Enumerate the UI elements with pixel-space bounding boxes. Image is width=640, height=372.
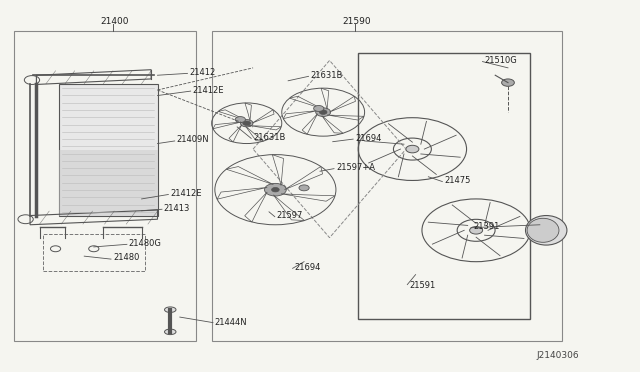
Circle shape	[470, 227, 483, 234]
Bar	[14, 31, 196, 341]
Ellipse shape	[527, 218, 559, 242]
Ellipse shape	[525, 215, 567, 245]
Text: 21412: 21412	[189, 68, 216, 77]
Bar	[59, 84, 157, 215]
Text: 21444N: 21444N	[215, 318, 248, 327]
Bar	[212, 31, 562, 341]
Text: 21412E: 21412E	[193, 86, 224, 94]
Text: 21475: 21475	[444, 176, 470, 185]
Text: 21480G: 21480G	[129, 239, 162, 248]
Ellipse shape	[164, 307, 176, 312]
Text: 21694: 21694	[294, 263, 321, 272]
Text: 21631B: 21631B	[253, 133, 285, 142]
Text: 21510G: 21510G	[484, 56, 517, 65]
Bar	[59, 150, 157, 215]
Circle shape	[264, 183, 286, 196]
Text: 21391: 21391	[473, 222, 499, 231]
Circle shape	[299, 185, 309, 191]
Text: J2140306: J2140306	[537, 351, 579, 360]
Ellipse shape	[164, 329, 176, 334]
Circle shape	[241, 119, 253, 127]
Circle shape	[316, 108, 331, 116]
Text: 21591: 21591	[409, 281, 435, 290]
Circle shape	[243, 121, 250, 125]
Text: 21413: 21413	[164, 203, 190, 213]
Bar	[358, 53, 531, 319]
Text: 21409N: 21409N	[177, 135, 209, 144]
Text: 21631B: 21631B	[310, 71, 343, 80]
Text: 21400: 21400	[100, 17, 129, 26]
Text: 21597: 21597	[276, 211, 303, 220]
Text: 21480: 21480	[113, 253, 140, 263]
Circle shape	[271, 187, 279, 192]
Text: 21590: 21590	[342, 17, 371, 26]
Circle shape	[319, 110, 327, 114]
Circle shape	[236, 116, 246, 122]
Circle shape	[406, 145, 419, 153]
Text: 21412E: 21412E	[170, 189, 202, 198]
Circle shape	[314, 106, 324, 112]
Text: 21597+A: 21597+A	[336, 163, 375, 172]
Circle shape	[502, 79, 515, 86]
Bar	[43, 234, 145, 271]
Text: 21694: 21694	[355, 134, 381, 142]
